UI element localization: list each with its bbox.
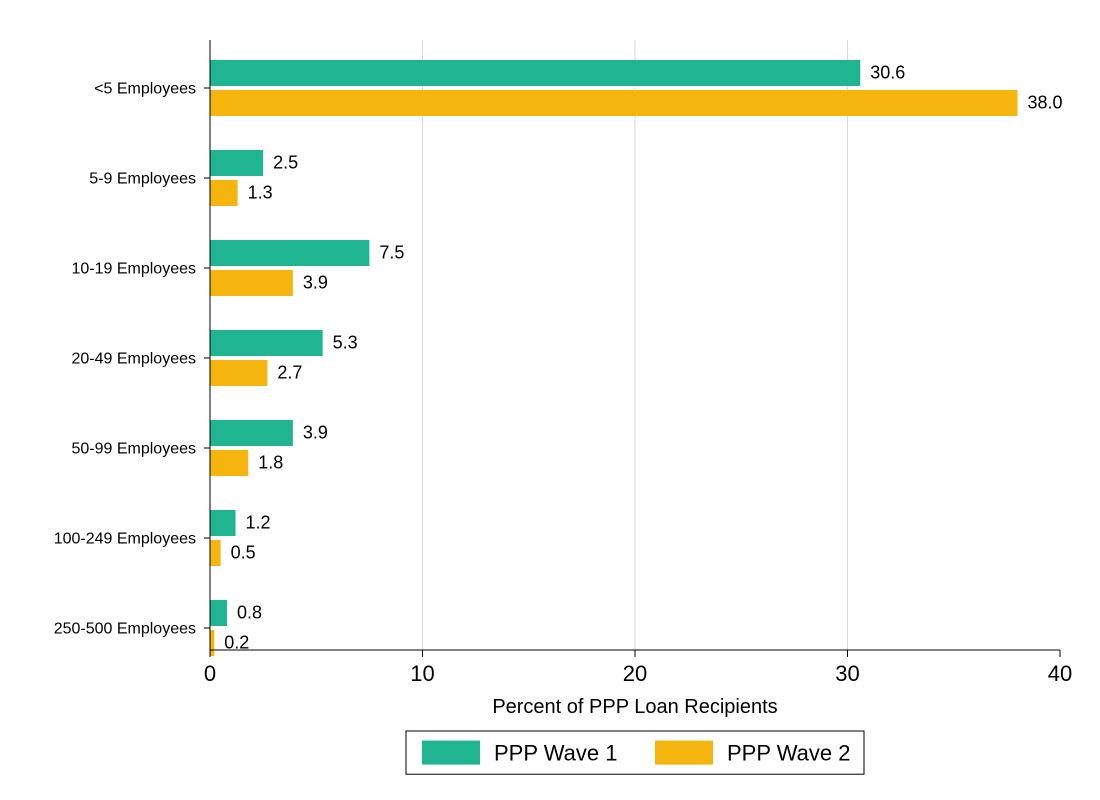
bar-value-label: 1.8 [258,453,283,473]
bar-wave2 [210,450,248,476]
category-label: 50-99 Employees [71,441,196,458]
legend-swatch [422,741,480,765]
bar-value-label: 0.5 [231,543,256,563]
x-tick-label: 0 [204,661,216,686]
bar-value-label: 1.3 [248,183,273,203]
bar-wave1 [210,510,236,536]
legend-label: PPP Wave 1 [494,740,618,765]
bar-wave1 [210,330,323,356]
category-label: 10-19 Employees [71,261,196,278]
category-label: <5 Employees [94,81,196,98]
bar-value-label: 2.5 [273,153,298,173]
legend-label: PPP Wave 2 [727,740,851,765]
ppp-recipients-chart: 30.6 38.0 <5 Employees 2.51.3 5-9 Employees 7… [0,0,1100,800]
legend-swatch [655,741,713,765]
bar-value-label: 30.6 [870,63,905,83]
bar-value-label: 7.5 [379,243,404,263]
category-label: 5-9 Employees [89,171,196,188]
bar-value-label: 38.0 [1028,93,1063,113]
bar-wave1 [210,60,860,86]
x-tick-label: 40 [1048,661,1072,686]
bar-wave1 [210,240,369,266]
bar-wave2 [210,270,293,296]
bar-wave2 [210,90,1018,116]
x-axis-label: Percent of PPP Loan Recipients [492,696,777,718]
bar-value-label: 5.3 [333,333,358,353]
bar-wave1 [210,420,293,446]
bar-wave1 [210,150,263,176]
bar-value-label: 3.9 [303,423,328,443]
x-tick-label: 30 [835,661,859,686]
bar-value-label: 2.7 [277,363,302,383]
category-label: 20-49 Employees [71,351,196,368]
bar-value-label: 0.8 [237,603,262,623]
bar-wave2 [210,180,238,206]
bar-wave2 [210,360,267,386]
bar-wave1 [210,600,227,626]
bar-value-label: 3.9 [303,273,328,293]
category-label: 250-500 Employees [54,621,196,638]
category-label: 100-249 Employees [54,531,196,548]
bar-wave2 [210,630,214,656]
bar-wave2 [210,540,221,566]
bar-value-label: 1.2 [246,513,271,533]
x-tick-label: 10 [410,661,434,686]
x-tick-label: 20 [623,661,647,686]
